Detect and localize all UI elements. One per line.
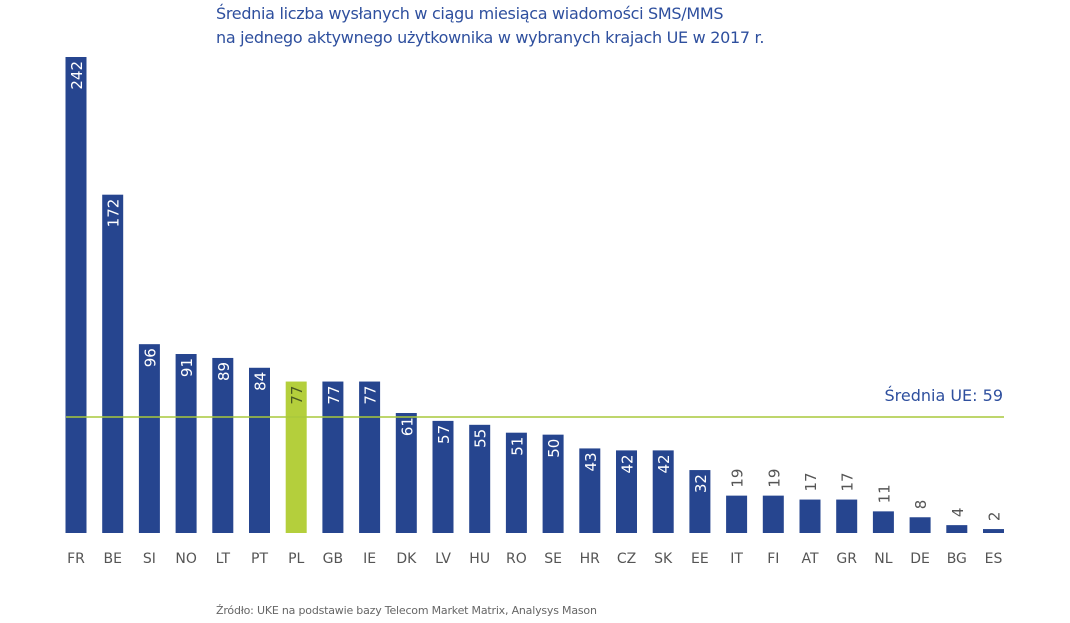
data-label-gb: 77 bbox=[325, 386, 343, 405]
x-tick-label-de: DE bbox=[910, 551, 930, 567]
x-tick-label-ee: EE bbox=[691, 551, 709, 567]
x-tick-label-se: SE bbox=[544, 551, 562, 567]
data-label-ie: 77 bbox=[362, 386, 380, 405]
x-tick-label-cz: CZ bbox=[617, 551, 636, 567]
x-tick-label-sk: SK bbox=[654, 551, 673, 567]
bar-dk bbox=[395, 413, 417, 533]
x-tick-label-gb: GB bbox=[323, 551, 343, 567]
bar-es bbox=[983, 529, 1004, 533]
source-note: Źródło: UKE na podstawie bazy Telecom Ma… bbox=[216, 604, 597, 617]
x-tick-label-fi: FI bbox=[767, 551, 779, 567]
bar-cz bbox=[616, 450, 637, 533]
bar-fr bbox=[65, 57, 87, 533]
x-tick-label-ro: RO bbox=[506, 551, 527, 567]
data-label-lv: 57 bbox=[435, 425, 453, 444]
bar-ro bbox=[505, 432, 527, 533]
data-label-hr: 43 bbox=[582, 452, 600, 471]
bar-be bbox=[102, 194, 124, 533]
data-label-es: 2 bbox=[986, 512, 1004, 522]
bar-nl bbox=[872, 511, 894, 533]
bar-bg bbox=[946, 525, 968, 533]
data-label-ro: 51 bbox=[508, 437, 526, 456]
data-label-de: 8 bbox=[912, 500, 930, 510]
bar-at bbox=[799, 499, 821, 533]
bar-de bbox=[909, 517, 931, 533]
title-line-1: Średnia liczba wysłanych w ciągu miesiąc… bbox=[216, 4, 724, 23]
data-label-no: 91 bbox=[178, 358, 196, 377]
x-tick-label-be: BE bbox=[103, 551, 121, 567]
data-label-pt: 84 bbox=[252, 372, 270, 391]
bar-pt bbox=[249, 367, 270, 533]
x-tick-label-fr: FR bbox=[67, 551, 85, 567]
data-label-fi: 19 bbox=[765, 469, 783, 488]
data-label-ee: 32 bbox=[692, 474, 710, 493]
x-tick-label-gr: GR bbox=[836, 551, 857, 567]
x-tick-label-pt: PT bbox=[251, 551, 268, 567]
bar-hu bbox=[469, 424, 491, 533]
bar-lt bbox=[212, 357, 234, 533]
bar-lv bbox=[432, 420, 454, 533]
title-line-2: na jednego aktywnego użytkownika w wybra… bbox=[216, 28, 765, 47]
data-label-gr: 17 bbox=[839, 472, 857, 491]
data-label-si: 96 bbox=[141, 348, 159, 367]
x-tick-label-dk: DK bbox=[396, 551, 417, 567]
data-label-pl: 77 bbox=[288, 386, 306, 405]
data-label-bg: 4 bbox=[949, 508, 967, 518]
x-tick-label-ie: IE bbox=[363, 551, 376, 567]
data-label-it: 19 bbox=[729, 469, 747, 488]
data-label-hu: 55 bbox=[472, 429, 490, 448]
x-tick-label-it: IT bbox=[730, 551, 743, 567]
data-label-dk: 61 bbox=[398, 417, 416, 436]
data-label-sk: 42 bbox=[655, 454, 673, 473]
x-tick-label-lv: LV bbox=[435, 551, 451, 567]
data-label-at: 17 bbox=[802, 472, 820, 491]
bar-gb bbox=[322, 381, 344, 533]
bar-ie bbox=[359, 381, 381, 533]
x-tick-label-at: AT bbox=[801, 551, 818, 567]
bar-fi bbox=[762, 495, 784, 533]
bar-se bbox=[542, 434, 564, 533]
x-tick-label-lt: LT bbox=[216, 551, 231, 567]
x-tick-label-no: NO bbox=[175, 551, 197, 567]
data-label-se: 50 bbox=[545, 439, 563, 458]
eu-average-label: Średnia UE: 59 bbox=[884, 386, 1003, 405]
bar-sk bbox=[652, 450, 674, 533]
x-tick-label-si: SI bbox=[143, 551, 156, 567]
bar-si bbox=[138, 344, 160, 533]
data-label-nl: 11 bbox=[875, 484, 893, 503]
bar-it bbox=[726, 495, 748, 533]
chart-title: Średnia liczba wysłanych w ciągu miesiąc… bbox=[216, 2, 764, 50]
x-tick-label-hu: HU bbox=[469, 551, 490, 567]
bar-hr bbox=[579, 448, 601, 533]
x-tick-label-bg: BG bbox=[947, 551, 967, 567]
data-label-fr: 242 bbox=[68, 61, 86, 90]
bar-pl bbox=[285, 381, 307, 533]
bar-gr bbox=[836, 499, 858, 533]
bar-ee bbox=[689, 470, 711, 533]
x-tick-label-nl: NL bbox=[874, 551, 892, 567]
data-label-be: 172 bbox=[105, 199, 123, 228]
x-tick-label-pl: PL bbox=[288, 551, 304, 567]
data-label-lt: 89 bbox=[215, 362, 233, 381]
x-tick-label-es: ES bbox=[985, 551, 1003, 567]
data-label-cz: 42 bbox=[619, 454, 637, 473]
bar-no bbox=[175, 354, 197, 533]
x-tick-label-hr: HR bbox=[580, 551, 601, 567]
